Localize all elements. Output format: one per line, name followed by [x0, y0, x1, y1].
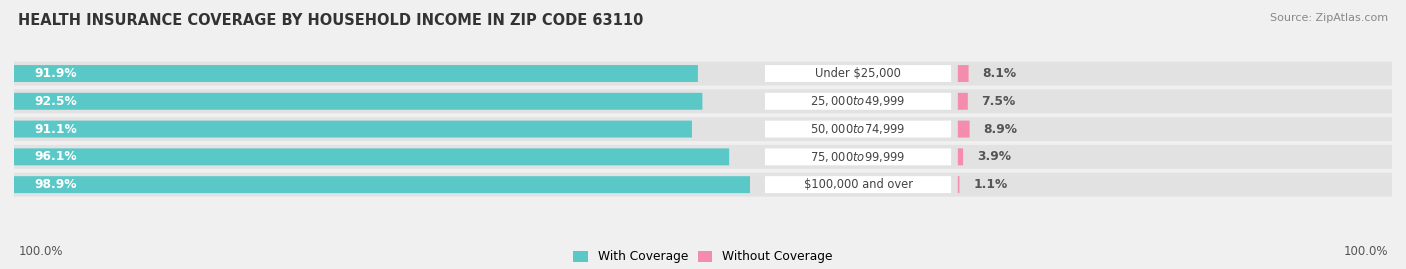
FancyBboxPatch shape [957, 121, 970, 137]
FancyBboxPatch shape [957, 65, 969, 82]
Text: Source: ZipAtlas.com: Source: ZipAtlas.com [1270, 13, 1388, 23]
Legend: With Coverage, Without Coverage: With Coverage, Without Coverage [574, 250, 832, 263]
Text: 91.9%: 91.9% [35, 67, 77, 80]
FancyBboxPatch shape [14, 89, 1392, 113]
FancyBboxPatch shape [14, 62, 1392, 86]
Text: 8.1%: 8.1% [983, 67, 1017, 80]
Text: $100,000 and over: $100,000 and over [803, 178, 912, 191]
Text: 96.1%: 96.1% [35, 150, 77, 163]
Text: 100.0%: 100.0% [1343, 245, 1388, 258]
FancyBboxPatch shape [765, 176, 950, 193]
Text: $25,000 to $49,999: $25,000 to $49,999 [810, 94, 905, 108]
FancyBboxPatch shape [765, 148, 950, 165]
FancyBboxPatch shape [14, 117, 1392, 141]
Text: 92.5%: 92.5% [35, 95, 77, 108]
FancyBboxPatch shape [14, 65, 697, 82]
Text: 7.5%: 7.5% [981, 95, 1015, 108]
FancyBboxPatch shape [14, 148, 730, 165]
Text: 1.1%: 1.1% [973, 178, 1007, 191]
Text: $50,000 to $74,999: $50,000 to $74,999 [810, 122, 905, 136]
FancyBboxPatch shape [957, 93, 967, 110]
FancyBboxPatch shape [765, 65, 950, 82]
Text: 8.9%: 8.9% [983, 123, 1018, 136]
FancyBboxPatch shape [14, 145, 1392, 169]
Text: Under $25,000: Under $25,000 [815, 67, 901, 80]
Text: 91.1%: 91.1% [35, 123, 77, 136]
FancyBboxPatch shape [14, 176, 749, 193]
FancyBboxPatch shape [765, 121, 950, 137]
FancyBboxPatch shape [765, 93, 950, 110]
FancyBboxPatch shape [957, 176, 959, 193]
Text: 3.9%: 3.9% [977, 150, 1011, 163]
FancyBboxPatch shape [957, 148, 963, 165]
Text: 98.9%: 98.9% [35, 178, 77, 191]
Text: 100.0%: 100.0% [18, 245, 63, 258]
FancyBboxPatch shape [14, 93, 703, 110]
Text: $75,000 to $99,999: $75,000 to $99,999 [810, 150, 905, 164]
Text: HEALTH INSURANCE COVERAGE BY HOUSEHOLD INCOME IN ZIP CODE 63110: HEALTH INSURANCE COVERAGE BY HOUSEHOLD I… [18, 13, 644, 29]
FancyBboxPatch shape [14, 121, 692, 137]
FancyBboxPatch shape [14, 173, 1392, 197]
